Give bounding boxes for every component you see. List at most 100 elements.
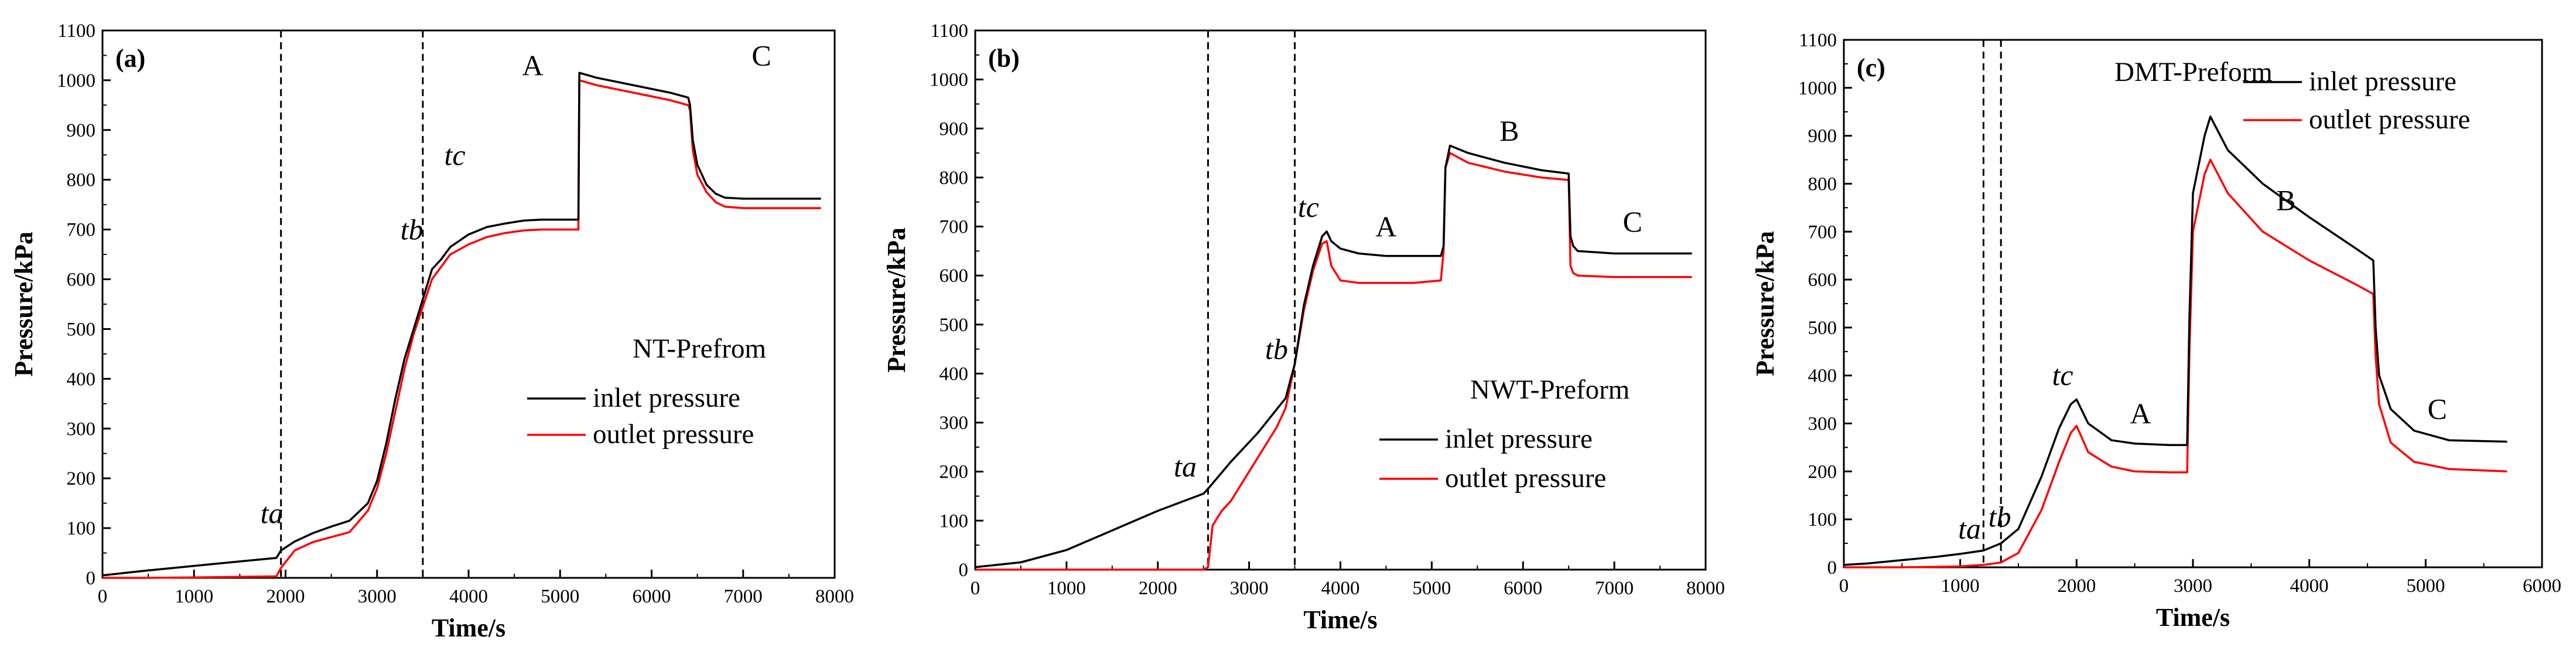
chart-panel-c: 0 1000 2000 3000 4000 5000 6000 0 100 200 300 400 50… bbox=[1751, 30, 2561, 632]
y-tick-label: 800 bbox=[939, 168, 969, 189]
y-tick-label: 600 bbox=[1808, 270, 1837, 291]
annotation-ta: ta bbox=[1958, 512, 1981, 545]
panel-label: (c) bbox=[1857, 53, 1885, 82]
x-tick-label: 0 bbox=[1839, 576, 1849, 597]
x-tick-label: 3000 bbox=[358, 586, 397, 607]
annotation-tc: tc bbox=[1298, 190, 1319, 223]
annotation-tc: tc bbox=[445, 138, 466, 171]
y-tick-label: 200 bbox=[939, 462, 969, 483]
x-tick-label: 5000 bbox=[1412, 578, 1451, 599]
y-tick-label: 100 bbox=[67, 518, 96, 539]
y-axis-title: Pressure/kPa bbox=[1751, 231, 1779, 376]
x-tick-label: 2000 bbox=[267, 586, 305, 607]
x-tick-label: 6000 bbox=[1504, 578, 1542, 599]
legend-label-outlet: outlet pressure bbox=[593, 419, 754, 450]
legend-label-inlet: inlet pressure bbox=[593, 383, 740, 413]
annotation-ta: ta bbox=[1174, 450, 1197, 483]
annotation-C: C bbox=[2428, 392, 2447, 425]
y-tick-label: 700 bbox=[1808, 222, 1837, 243]
y-tick-label: 300 bbox=[67, 418, 96, 440]
y-tick-label: 900 bbox=[67, 120, 96, 141]
x-tick-label: 3000 bbox=[1230, 578, 1269, 599]
y-tick-label: 1000 bbox=[57, 70, 95, 91]
annotation-A: A bbox=[1375, 210, 1396, 243]
y-tick-label: 0 bbox=[1827, 557, 1837, 578]
x-tick-label: 5000 bbox=[541, 586, 579, 607]
legend-label-outlet: outlet pressure bbox=[1445, 463, 1606, 493]
legend-label-outlet: outlet pressure bbox=[2309, 104, 2470, 135]
y-tick-label: 100 bbox=[939, 510, 969, 532]
y-tick-label: 200 bbox=[67, 468, 96, 489]
x-tick-label: 1000 bbox=[175, 586, 213, 607]
y-tick-label: 100 bbox=[1808, 509, 1837, 530]
y-tick-label: 600 bbox=[67, 270, 96, 291]
x-tick-label: 5000 bbox=[2406, 576, 2445, 597]
y-tick-label: 800 bbox=[67, 170, 96, 191]
y-tick-label: 1100 bbox=[57, 21, 95, 42]
y-tick-label: 1100 bbox=[1799, 30, 1837, 51]
y-tick-label: 200 bbox=[1808, 461, 1837, 482]
x-tick-label: 1000 bbox=[1047, 578, 1086, 599]
y-axis-title: Pressure/kPa bbox=[9, 231, 38, 377]
legend-label-inlet: inlet pressure bbox=[2309, 66, 2457, 97]
y-tick-label: 600 bbox=[939, 265, 969, 287]
outlet-pressure-series bbox=[103, 79, 821, 579]
chart-panel-b: 0 1000 2000 3000 4000 5000 6000 7000 8000 0 100 200… bbox=[882, 21, 1725, 634]
y-tick-label: 300 bbox=[1808, 414, 1837, 435]
plot-frame bbox=[101, 29, 836, 579]
y-tick-label: 900 bbox=[939, 118, 969, 139]
panel-label: (a) bbox=[115, 44, 145, 73]
x-tick-label: 2000 bbox=[2057, 576, 2096, 597]
y-tick-label: 500 bbox=[67, 319, 96, 340]
inlet-pressure-series bbox=[1843, 115, 2507, 566]
y-tick-label: 700 bbox=[67, 220, 96, 241]
x-tick-label: 6000 bbox=[633, 586, 671, 607]
legend-label-inlet: inlet pressure bbox=[1445, 424, 1593, 454]
x-tick-label: 2000 bbox=[1139, 578, 1177, 599]
x-axis-title: Time/s bbox=[2156, 603, 2230, 632]
y-tick-label: 0 bbox=[86, 568, 96, 589]
panel-label: (b) bbox=[988, 44, 1020, 73]
y-tick-label: 1000 bbox=[930, 70, 968, 91]
x-tick-label: 7000 bbox=[724, 586, 763, 607]
x-tick-label: 8000 bbox=[815, 586, 854, 607]
annotation-C: C bbox=[1623, 205, 1642, 238]
outlet-pressure-series bbox=[975, 152, 1692, 571]
x-axis-title: Time/s bbox=[432, 614, 505, 642]
annotation-C: C bbox=[751, 39, 771, 71]
legend-title: NWT-Preform bbox=[1470, 374, 1629, 405]
y-tick-label: 400 bbox=[939, 363, 969, 384]
inlet-pressure-series bbox=[975, 144, 1692, 568]
x-tick-label: 0 bbox=[98, 586, 108, 607]
x-tick-label: 0 bbox=[971, 578, 980, 599]
annotation-B: B bbox=[2276, 183, 2295, 216]
outlet-pressure-series bbox=[1844, 158, 2507, 568]
y-axis-title: Pressure/kPa bbox=[882, 227, 911, 373]
x-tick-label: 3000 bbox=[2174, 576, 2212, 597]
y-tick-label: 400 bbox=[67, 369, 96, 390]
x-tick-label: 6000 bbox=[2523, 576, 2561, 597]
chart-panel-a: 0 1000 2000 3000 4000 5000 6000 7000 8000 0 100 200… bbox=[9, 21, 854, 642]
annotation-A: A bbox=[522, 49, 543, 81]
y-tick-label: 0 bbox=[959, 560, 969, 581]
annotation-tb: tb bbox=[1989, 500, 2011, 533]
y-tick-label: 800 bbox=[1808, 173, 1837, 195]
y-tick-label: 1000 bbox=[1798, 78, 1837, 99]
annotation-tc: tc bbox=[2052, 359, 2073, 391]
x-tick-label: 4000 bbox=[2290, 576, 2329, 597]
x-tick-label: 8000 bbox=[1686, 578, 1725, 599]
y-tick-label: 500 bbox=[1808, 318, 1837, 339]
x-tick-label: 4000 bbox=[1321, 578, 1360, 599]
y-tick-label: 500 bbox=[939, 315, 969, 336]
x-tick-label: 1000 bbox=[1941, 576, 1980, 597]
y-tick-label: 900 bbox=[1808, 126, 1837, 147]
y-tick-label: 700 bbox=[939, 217, 969, 238]
inlet-pressure-series bbox=[102, 71, 821, 577]
x-tick-label: 4000 bbox=[449, 586, 488, 607]
legend-title: NT-Prefrom bbox=[633, 333, 766, 364]
x-axis-title: Time/s bbox=[1303, 605, 1377, 634]
annotation-tb: tb bbox=[401, 213, 423, 246]
annotation-ta: ta bbox=[261, 497, 283, 530]
y-tick-label: 1100 bbox=[930, 21, 968, 42]
